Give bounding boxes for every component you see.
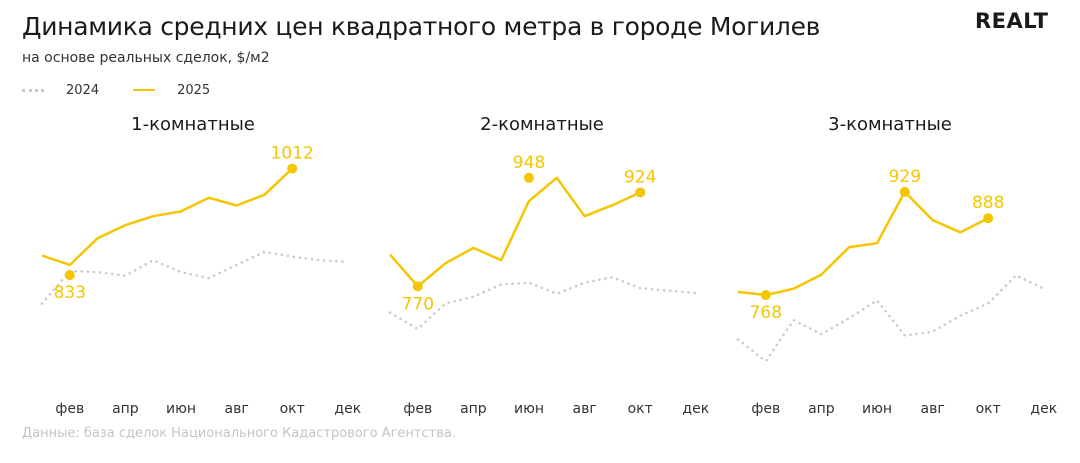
x-tick-label: окт — [976, 401, 1001, 417]
x-tick-label: апр — [112, 401, 139, 417]
x-tick-label: дек — [334, 401, 361, 417]
data-label: 924 — [624, 167, 656, 187]
x-tick-label: июн — [514, 401, 544, 417]
data-point-2025 — [983, 213, 994, 224]
data-point-2025 — [412, 281, 423, 292]
data-label: 888 — [972, 193, 1004, 213]
chart-subtitle: на основе реальных сделок, $/м2 — [22, 50, 270, 66]
legend: 2024 2025 — [22, 80, 210, 100]
x-tick-label: дек — [1030, 401, 1057, 417]
realt-logo: REALT — [975, 9, 1049, 33]
x-tick-label: авг — [225, 401, 249, 417]
x-tick-label: фев — [751, 401, 780, 417]
panel-title: 2-комнатные — [480, 114, 604, 135]
x-tick-label: апр — [808, 401, 835, 417]
legend-label-2024: 2024 — [66, 82, 100, 98]
data-point-2025 — [64, 270, 75, 281]
chart-title: Динамика средних цен квадратного метра в… — [22, 12, 821, 41]
x-tick-label: окт — [628, 401, 653, 417]
x-tick-label: фев — [403, 401, 432, 417]
series-line-2025 — [737, 190, 989, 297]
data-label: 768 — [750, 303, 782, 323]
x-tick-label: дек — [682, 401, 709, 417]
panel-title: 1-комнатные — [131, 114, 255, 135]
x-tick-label: июн — [166, 401, 196, 417]
legend-swatch-2024 — [22, 88, 44, 92]
data-label: 1012 — [271, 144, 314, 164]
data-point-2025 — [287, 163, 298, 174]
legend-swatch-2025 — [133, 89, 156, 91]
data-label: 929 — [889, 167, 921, 187]
series-line-2024 — [736, 273, 1046, 364]
x-tick-label: авг — [573, 401, 597, 417]
x-tick-label: авг — [921, 401, 945, 417]
legend-label-2025: 2025 — [177, 82, 211, 98]
data-label: 948 — [513, 153, 545, 173]
data-point-2025 — [899, 186, 910, 197]
x-tick-label: апр — [460, 401, 487, 417]
x-tick-label: окт — [280, 401, 305, 417]
data-label: 770 — [402, 294, 434, 314]
series-line-2025 — [389, 176, 641, 288]
source-note: Данные: база сделок Национального Кадаст… — [22, 426, 456, 441]
panel-title: 3-комнатные — [828, 114, 952, 135]
data-point-2025 — [760, 290, 771, 301]
series-line-2025 — [41, 167, 294, 267]
x-tick-label: фев — [55, 401, 84, 417]
series-line-2024 — [388, 275, 698, 331]
data-label: 833 — [54, 283, 86, 303]
data-point-2025 — [635, 187, 646, 198]
series-line-2024 — [40, 250, 350, 305]
x-tick-label: июн — [862, 401, 892, 417]
data-point-2025 — [524, 172, 534, 183]
